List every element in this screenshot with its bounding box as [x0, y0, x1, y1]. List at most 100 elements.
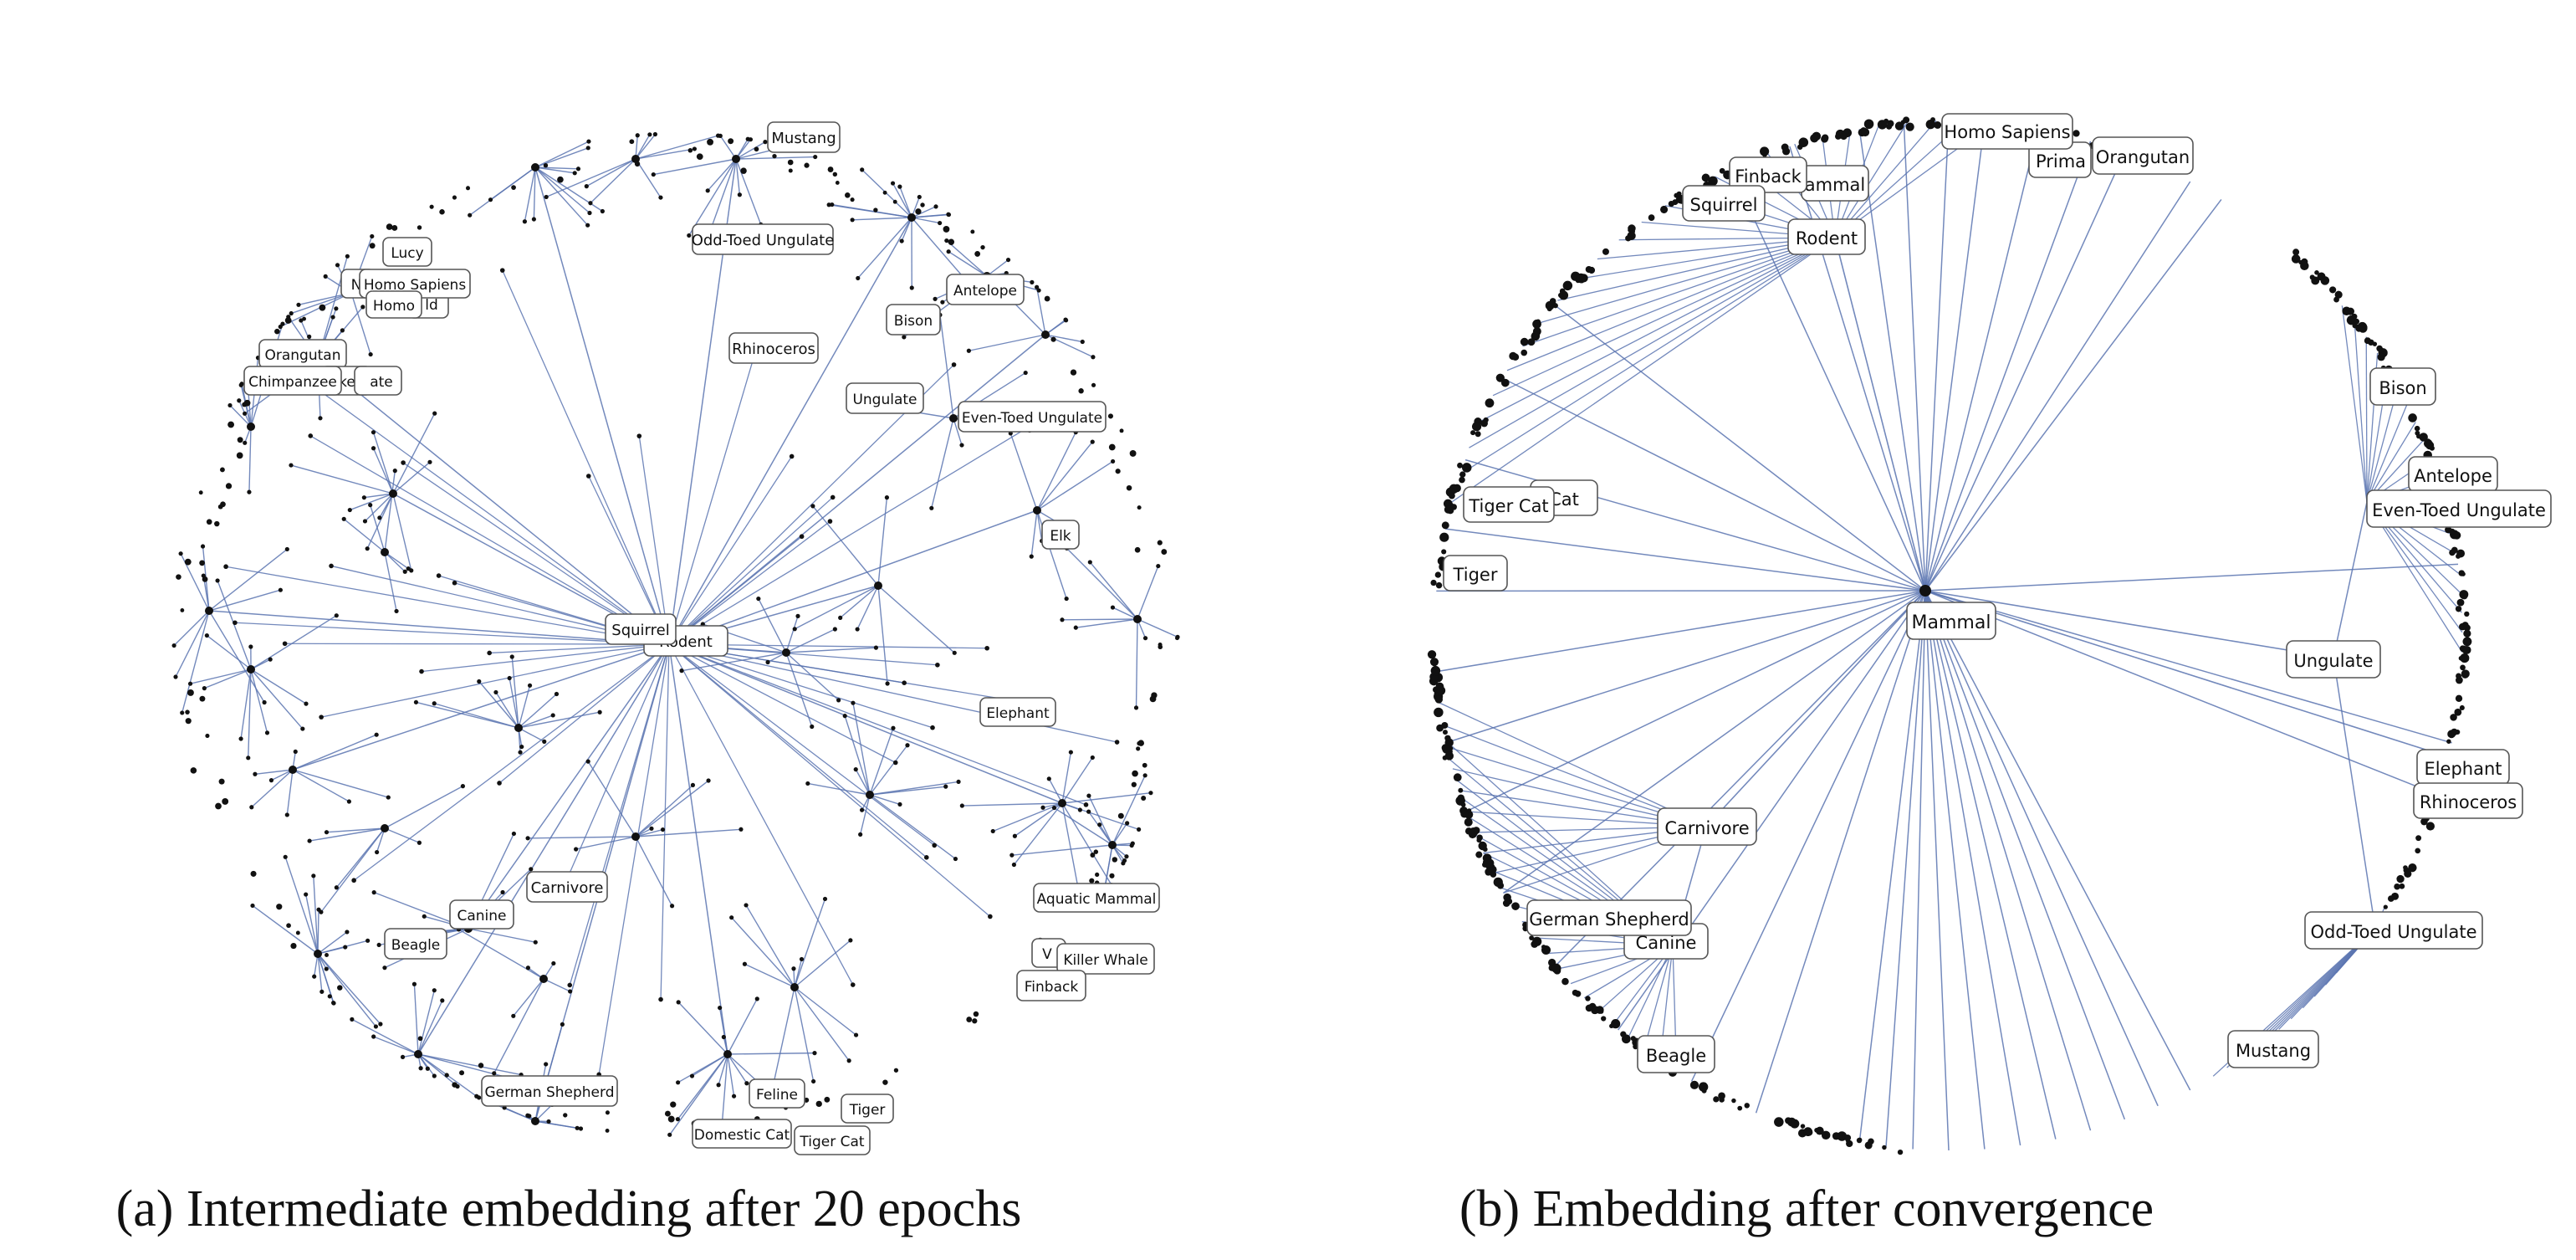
node	[215, 578, 220, 583]
edge	[181, 610, 210, 714]
node	[1009, 853, 1015, 858]
edge	[524, 166, 536, 222]
node	[789, 453, 795, 459]
edge	[370, 505, 386, 553]
node	[307, 334, 312, 339]
edge	[1858, 590, 1926, 1143]
label-tiger-cat: Tiger Cat	[1463, 486, 1555, 523]
edge	[668, 643, 991, 917]
svg-text:Antelope: Antelope	[953, 283, 1017, 300]
edge	[284, 857, 319, 955]
node	[1436, 724, 1444, 732]
node	[756, 596, 761, 602]
node	[1119, 428, 1124, 433]
node	[731, 1094, 737, 1099]
node	[2454, 708, 2462, 716]
node	[522, 219, 528, 224]
node	[1625, 235, 1632, 242]
edge	[2341, 305, 2368, 503]
edge	[392, 461, 431, 494]
svg-text:Canine: Canine	[1636, 933, 1697, 953]
label-prima: Prima	[2028, 141, 2092, 178]
label-mustang: Mustang	[767, 121, 841, 153]
node	[930, 725, 935, 730]
label-ungulate: Ungulate	[846, 382, 924, 414]
node	[248, 644, 253, 649]
edge	[1834, 237, 1926, 592]
edge	[1009, 433, 1038, 511]
node	[466, 186, 471, 191]
edge	[1088, 795, 1113, 846]
edge	[1480, 237, 1836, 423]
node	[1030, 279, 1035, 284]
node	[943, 784, 948, 789]
edge	[1924, 590, 2439, 796]
node	[1108, 841, 1117, 849]
node	[401, 460, 406, 465]
edge	[785, 652, 840, 701]
node	[707, 138, 714, 146]
node	[649, 826, 654, 831]
edge	[321, 643, 670, 718]
edge	[877, 497, 888, 586]
edge	[1076, 618, 1138, 628]
edge	[417, 990, 435, 1055]
edge	[668, 643, 933, 729]
edge	[635, 780, 709, 837]
node	[242, 402, 248, 407]
node	[386, 223, 393, 230]
node	[718, 1005, 723, 1011]
node	[237, 398, 242, 403]
edge	[2333, 657, 2376, 930]
edge	[511, 656, 519, 729]
node	[1601, 1016, 1607, 1022]
node	[799, 956, 805, 962]
edge	[794, 986, 850, 1062]
node	[1097, 822, 1102, 827]
node	[180, 710, 185, 715]
edge	[1924, 198, 2222, 592]
edge	[1924, 590, 2334, 658]
node	[184, 558, 192, 566]
node	[2460, 653, 2470, 663]
node	[1108, 443, 1116, 451]
node	[1708, 176, 1718, 187]
edge	[250, 668, 307, 704]
node	[597, 709, 602, 715]
node	[311, 873, 316, 878]
label-mustang: Mustang	[2227, 1030, 2319, 1068]
node	[2425, 822, 2435, 831]
node	[1044, 295, 1050, 302]
node	[500, 889, 505, 895]
edge	[208, 589, 281, 612]
node	[2408, 863, 2417, 873]
node	[1821, 1130, 1831, 1140]
edge	[1035, 287, 1046, 335]
node	[2461, 592, 2468, 600]
node	[1785, 1117, 1792, 1124]
edge	[859, 794, 871, 835]
svg-text:ate: ate	[370, 374, 393, 391]
node	[327, 994, 332, 999]
node	[477, 1095, 482, 1100]
node	[1598, 1009, 1604, 1014]
node	[1460, 802, 1466, 807]
node	[1077, 807, 1082, 812]
edge	[2366, 403, 2408, 503]
node	[2450, 714, 2457, 721]
node	[744, 1081, 749, 1086]
edge	[668, 643, 854, 986]
edge	[861, 169, 912, 218]
node	[853, 1032, 859, 1037]
node	[1086, 793, 1091, 798]
node	[225, 483, 233, 489]
node	[187, 689, 194, 696]
edge	[1924, 590, 2476, 766]
label-homo: Homo	[365, 290, 422, 319]
node	[1023, 370, 1028, 376]
node	[236, 452, 243, 459]
label-partial-ammal: ammal	[1801, 165, 1869, 202]
node	[278, 587, 283, 592]
edge	[335, 827, 386, 889]
node	[1475, 851, 1483, 858]
